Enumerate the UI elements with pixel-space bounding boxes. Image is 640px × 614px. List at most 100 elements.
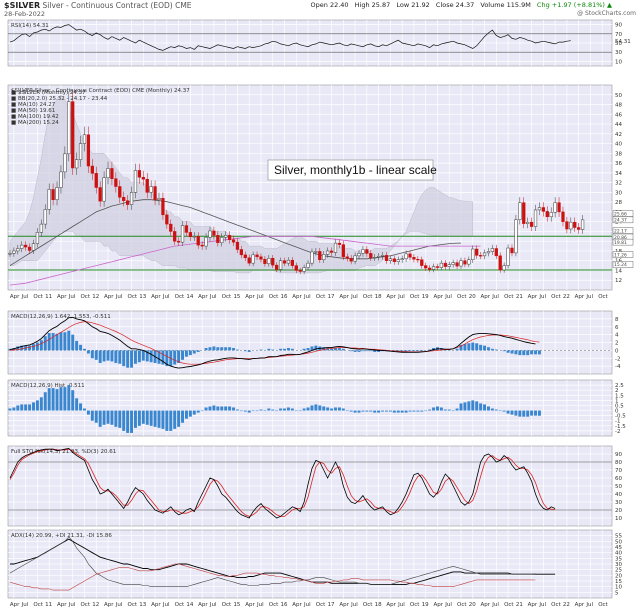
price-tag-box [612,261,634,268]
hist-bar [55,389,59,411]
x-tick-label: Apr [481,602,491,608]
y-tick-label: 25 [615,568,622,574]
macd-hist-bar-small [137,350,141,363]
candle-body [506,247,510,266]
candle-body [380,255,385,257]
macd-hist-bar-small [106,350,110,361]
macd-hist-bar-small [428,349,432,351]
price-tag-box [612,251,634,258]
hist-bar [51,388,55,411]
x-tick-label: Apr [481,294,491,300]
hist-bar [71,390,75,411]
candle-body [75,159,79,169]
volume-value: Volume 115.9M [480,1,531,9]
hist-bar [424,410,428,412]
price-tag: 24.37 [614,218,627,224]
macd-hist-bar-small [122,350,126,367]
candle-body [31,243,36,251]
y-tick-label: 40 [615,551,622,557]
macd-hist-bar-small [149,350,153,363]
macd-hist-bar-small [467,343,471,351]
x-tick-label: Oct [410,294,420,300]
candle-body [314,251,318,253]
candle-body [365,249,369,254]
hist-bar [149,410,153,426]
hist-bar [298,410,302,412]
candle-body [239,249,243,256]
candle-body [8,253,12,255]
sto-k-line [9,447,556,519]
hist-bar [471,400,475,411]
x-tick-label: 22 [563,602,570,608]
hist-bar [110,410,114,425]
hist-bar [286,407,290,411]
hist-bar [381,410,385,412]
hist-bar [361,410,365,412]
macd-hist-bar-small [212,346,216,351]
macd-hist-bar-small [447,349,451,351]
candle-body [212,230,216,236]
candle-body [20,244,24,249]
macd-hist-bar-small [471,342,475,351]
hist-bar [455,408,459,411]
candle-body [129,192,134,205]
macd-hist-bar-small [361,350,365,352]
hist-bar [59,387,63,411]
y-tick-label: 50 [615,484,622,490]
macd-hist-bar-small [133,350,137,364]
candle-body [294,265,298,271]
candle-body [357,253,361,257]
candle-body [333,242,338,253]
macd-hist-bar-small [118,350,122,364]
hist-bar [16,405,20,411]
candle-body [255,254,259,258]
annotation-box [267,159,434,181]
macd-hist-bar-small [373,350,377,352]
x-tick-label: Oct [551,602,561,608]
hist-bar [510,410,514,415]
x-tick-label: 12 [92,294,99,300]
hist-bar [369,410,373,412]
y-tick-label: -2 [615,429,620,435]
x-tick-label: Jul [256,294,264,300]
candle-body [12,250,16,254]
macd-hist-bar-small [177,350,181,363]
candle-body [298,270,302,272]
hist-bar [235,409,239,411]
x-tick-label: Apr [245,294,255,300]
x-tick-label: Oct [33,294,43,300]
candle-body [153,186,157,200]
hist-bar [79,403,83,411]
hist-bar [349,410,353,412]
macd-hist-bar-small [416,350,420,352]
candle-body [514,219,518,254]
macd-hist-bar-small [20,345,24,351]
y-tick-label: 6 [615,325,619,331]
candle-body [63,153,67,173]
macd-hist-bar-small [39,340,43,351]
candle-body [388,258,393,261]
hist-bar [224,406,228,411]
hist-bar [39,397,43,411]
hist-bar [173,410,177,429]
macd-hist-bar-small [216,347,220,351]
x-tick-label: Apr [151,602,161,608]
candle-body [94,173,98,188]
macd-hist-bar-small [188,350,192,356]
macd-hist-bar-small [79,344,83,351]
macd-hist-bar-small [204,348,208,351]
x-tick-label: 20 [469,294,476,300]
candle-body [318,251,322,260]
macd-hist-bar-small [479,344,483,351]
hist-bar [118,410,122,428]
y-tick-label: -0.5 [615,414,626,420]
x-tick-label: Apr [386,294,396,300]
macd-hist-bar-small [286,348,290,351]
panel-title: MACD(12,26,9) Hist -0.511 [11,383,85,389]
hist-bar [408,410,412,412]
x-tick-label: Oct [504,294,514,300]
candle-body [176,240,181,243]
candle-body [310,251,314,264]
x-tick-label: 14 [186,602,193,608]
y-tick-label: 32 [615,181,622,187]
